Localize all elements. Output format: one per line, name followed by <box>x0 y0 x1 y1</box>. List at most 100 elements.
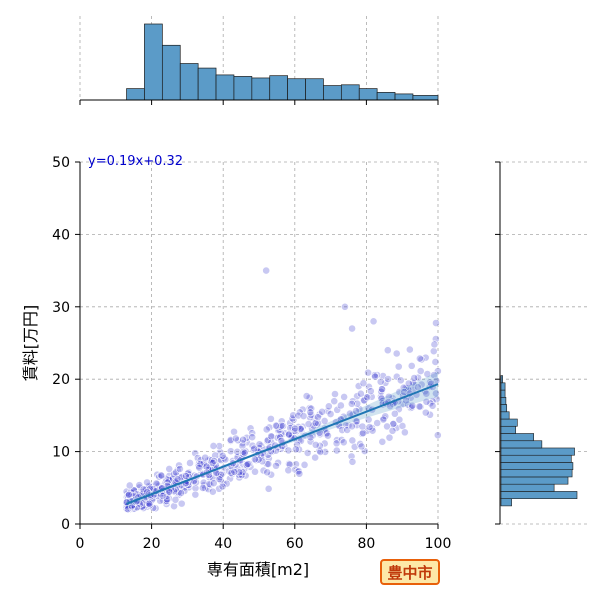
scatter-point <box>298 405 307 414</box>
scatter-point <box>336 401 345 410</box>
scatter-point <box>240 448 249 457</box>
x-histogram-bar <box>144 23 163 101</box>
scatter-point <box>369 317 378 326</box>
scatter-point <box>262 425 271 434</box>
scatter-point <box>209 479 218 488</box>
scatter-point <box>392 424 401 432</box>
scatter-point <box>277 421 286 430</box>
x-histogram-bar <box>287 78 306 101</box>
regression-equation: y=0.19x+0.32 <box>88 154 183 169</box>
x-marginal-histogram <box>126 23 439 101</box>
y-histogram-bar <box>500 447 575 456</box>
scatter-point <box>218 451 227 460</box>
scatter-point <box>395 415 404 424</box>
scatter-point <box>324 431 332 440</box>
scatter-point <box>332 446 341 455</box>
scatter-point <box>383 422 391 431</box>
scatter-point <box>181 471 190 480</box>
x-tick-label: 40 <box>214 536 232 552</box>
scatter-point <box>186 459 194 467</box>
scatter-point <box>392 349 401 358</box>
scatter-point <box>311 453 320 462</box>
scatter-point <box>202 462 211 471</box>
scatter-point <box>415 354 424 363</box>
scatter-point <box>432 395 441 403</box>
scatter-point <box>384 375 393 384</box>
scatter-point <box>356 389 365 398</box>
scatter-point <box>306 408 315 417</box>
scatter-point <box>285 430 293 439</box>
y-histogram-bar <box>500 404 508 413</box>
scatter-point <box>272 461 280 470</box>
scatter-point <box>300 460 309 469</box>
scatter-point <box>410 374 419 382</box>
scatter-point <box>250 444 259 453</box>
scatter-point <box>378 385 386 394</box>
scatter-point <box>217 470 226 479</box>
scatter-point <box>171 495 180 504</box>
scatter-point <box>215 442 224 450</box>
scatter-point <box>371 372 379 381</box>
scatter-point <box>363 393 372 402</box>
scatter-point <box>383 346 392 355</box>
scatter-point <box>231 434 240 443</box>
scatter-point <box>428 401 437 410</box>
scatter-point <box>294 467 303 476</box>
scatter-point <box>379 415 388 424</box>
city-badge: 豊中市 <box>380 559 440 585</box>
scatter-point <box>230 427 238 436</box>
x-histogram-bar <box>412 95 439 101</box>
y-histogram-bar <box>500 462 574 470</box>
x-tick-label: 20 <box>143 536 161 552</box>
y-marginal-histogram <box>500 375 578 507</box>
scatter-point <box>430 371 438 379</box>
scatter-point <box>423 370 432 378</box>
x-histogram-bar <box>269 75 288 101</box>
scatter-point <box>296 425 305 433</box>
scatter-point <box>226 447 235 456</box>
y-histogram-bar <box>500 418 518 427</box>
y-histogram-bar <box>500 498 512 507</box>
scatter-point <box>135 481 144 489</box>
scatter-point <box>251 467 259 476</box>
x-histogram-bar <box>376 92 396 101</box>
scatter-point <box>357 442 366 451</box>
scatter-point <box>320 417 329 425</box>
x-tick-label: 100 <box>425 536 452 552</box>
scatter-point <box>246 424 255 433</box>
scatter-point <box>359 429 367 438</box>
scatter-point <box>195 463 204 472</box>
x-histogram-bar <box>161 44 181 101</box>
scatter-point <box>162 497 170 506</box>
scatter-point <box>407 361 416 370</box>
scatter-point <box>157 471 165 480</box>
scatter-point <box>405 345 414 354</box>
x-tick-label: 60 <box>286 536 304 552</box>
scatter-point <box>318 407 327 416</box>
scatter-point <box>287 431 296 440</box>
y-histogram-bar <box>500 382 506 391</box>
x-histogram-bar <box>358 88 378 101</box>
scatter-point <box>145 499 154 508</box>
scatter-point <box>208 458 217 467</box>
scatter-point <box>264 484 273 493</box>
scatter-point <box>348 324 356 333</box>
y-histogram-bar <box>500 491 578 499</box>
scatter-point <box>299 412 308 421</box>
scatter-point <box>432 389 440 398</box>
x-histogram-bar <box>323 85 342 101</box>
scatter-point <box>359 379 368 388</box>
scatter-point <box>262 266 271 275</box>
scatter-point <box>177 499 186 508</box>
scatter-point <box>352 417 361 426</box>
scatter-point <box>331 390 339 398</box>
y-histogram-bar <box>500 469 573 478</box>
scatter-point <box>422 389 431 398</box>
axes-layer: 0 20 40 60 80 100 0 10 20 30 40 50 <box>52 99 501 552</box>
scatter-point <box>143 478 151 487</box>
scatter-point <box>415 402 424 411</box>
x-histogram-bar <box>340 84 360 101</box>
scatter-point <box>285 460 294 469</box>
scatter-point <box>373 419 382 427</box>
